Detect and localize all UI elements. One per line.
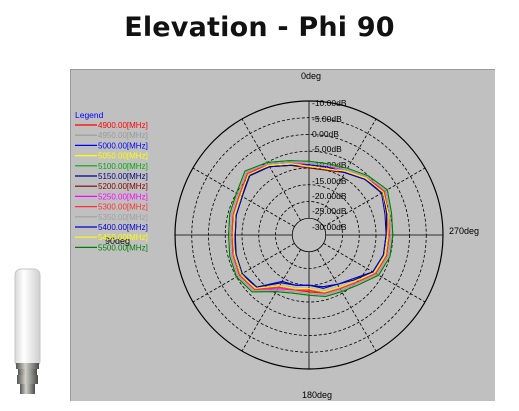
series-line <box>228 160 394 298</box>
series-line <box>229 161 392 296</box>
series-line <box>231 163 390 294</box>
radial-tick-label: -10.00dB <box>312 98 347 108</box>
legend-entry: 5100.00[MHz] <box>98 162 148 171</box>
radial-tick-label: -30.00dB <box>312 222 347 232</box>
series-line <box>231 161 390 294</box>
series-line <box>229 161 392 296</box>
angle-label-top: 0deg <box>301 71 321 81</box>
radial-tick-label: -10.00dB <box>312 160 347 170</box>
legend-entry: 5200.00[MHz] <box>98 182 148 191</box>
legend-entry: 5300.00[MHz] <box>98 203 148 212</box>
legend-entry: 5250.00[MHz] <box>98 192 148 201</box>
radial-tick-label: -15.00dB <box>312 176 347 186</box>
legend-entry: 5150.00[MHz] <box>98 172 148 181</box>
series-line <box>228 160 394 298</box>
grid-spoke <box>323 167 426 227</box>
grid-spoke <box>192 243 295 303</box>
page-title: Elevation - Phi 90 <box>124 12 395 43</box>
legend-entry: 4900.00[MHz] <box>98 121 148 130</box>
antenna-image <box>14 268 41 394</box>
series-line <box>233 163 389 293</box>
grid-spoke <box>317 118 377 221</box>
legend-entry: 4950.00[MHz] <box>98 131 148 140</box>
legend-entry: 5350.00[MHz] <box>98 213 148 222</box>
grid-spoke <box>323 243 426 303</box>
legend-entry: 5000.00[MHz] <box>98 141 148 150</box>
radial-tick-label: -25.00dB <box>312 206 347 216</box>
series-line <box>231 163 390 294</box>
legend-entry: 5450.00[MHz] <box>98 233 148 242</box>
series-line <box>234 164 387 289</box>
radial-tick-label: -20.00dB <box>312 191 347 201</box>
polar-chart: -10.00dB -5.00dB 0.00dB -5.00dB -10.00dB -15.… <box>75 71 479 400</box>
angle-label-bottom: 180deg <box>302 390 332 400</box>
polar-plot-panel: -10.00dB -5.00dB 0.00dB -5.00dB -10.00dB -15.… <box>70 69 495 401</box>
radial-tick-label: -5.00dB <box>312 114 342 124</box>
legend-entry: 5500.00[MHz] <box>98 243 148 252</box>
legend-entry: 5400.00[MHz] <box>98 223 148 232</box>
grid-spoke <box>241 249 301 352</box>
legend-title: Legend <box>75 110 104 120</box>
angle-label-right: 270deg <box>449 226 479 236</box>
grid-spoke <box>192 167 295 227</box>
radial-tick-label: -5.00dB <box>312 144 342 154</box>
radial-tick-label: 0.00dB <box>312 129 339 139</box>
angle-label-left: 90deg <box>105 236 130 246</box>
legend-entry: 5050.00[MHz] <box>98 152 148 161</box>
grid-spoke <box>317 249 377 352</box>
series-line <box>233 164 389 293</box>
grid-spoke <box>241 118 301 221</box>
series-line <box>233 163 389 293</box>
